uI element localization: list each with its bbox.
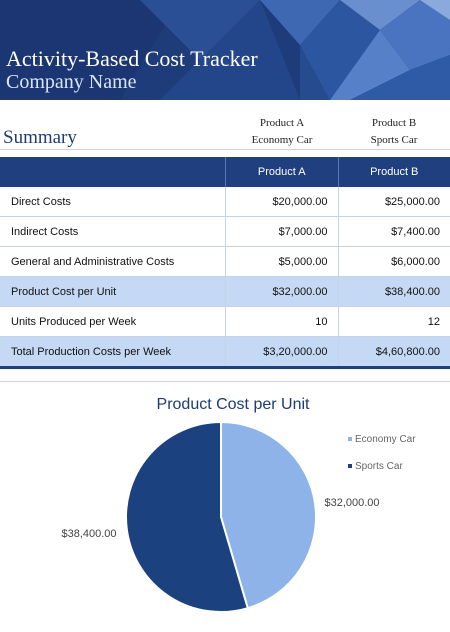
legend-entry: Economy Car: [355, 434, 416, 445]
row-label: Product Cost per Unit: [0, 276, 226, 307]
header-banner: Activity-Based Cost Tracker Company Name: [0, 0, 450, 100]
product-a-value: $32,000.00: [225, 276, 338, 307]
product-a-desc: Economy Car: [251, 134, 313, 146]
row-label: General and Administrative Costs: [0, 246, 226, 277]
table-row: General and Administrative Costs $5,000.…: [0, 246, 450, 277]
chart-divider: [0, 381, 450, 382]
product-b-value: $38,400.00: [337, 276, 450, 307]
table-row: Direct Costs $20,000.00 $25,000.00: [0, 187, 450, 217]
header-cell-product-b: Product B: [337, 157, 450, 187]
data-label: $32,000.00: [324, 497, 379, 509]
summary-heading: Summary: [3, 127, 77, 148]
legend-entry: Sports Car: [355, 461, 403, 472]
header-cell-label: [0, 157, 226, 187]
company-name: Company Name: [6, 71, 137, 93]
legend-swatch: [348, 437, 352, 441]
cost-table: Product A Product B Direct Costs $20,000…: [0, 157, 450, 369]
product-a-value: 10: [225, 306, 338, 337]
chart-title: Product Cost per Unit: [156, 396, 310, 413]
row-label: Indirect Costs: [0, 216, 226, 247]
product-b-name: Product B: [371, 117, 417, 129]
product-a-value: $7,000.00: [225, 216, 338, 247]
pie-slice-sports-car: [125, 420, 250, 613]
product-b-value: 12: [337, 306, 450, 337]
table-row: Units Produced per Week 10 12: [0, 306, 450, 337]
table-row: Indirect Costs $7,000.00 $7,400.00: [0, 216, 450, 247]
product-b-value: $25,000.00: [337, 187, 450, 217]
pie-slice-economy-car: [220, 420, 317, 610]
product-a-value: $3,20,000.00: [225, 336, 338, 369]
table-row-highlight: Product Cost per Unit $32,000.00 $38,400…: [0, 276, 450, 307]
row-label: Direct Costs: [0, 187, 226, 217]
table-header-row: Product A Product B: [0, 157, 450, 187]
summary-divider: [0, 149, 450, 150]
legend-swatch: [348, 464, 352, 468]
product-a-value: $20,000.00: [225, 187, 338, 217]
table-row-total: Total Production Costs per Week $3,20,00…: [0, 336, 450, 369]
pie-chart: $32,000.00 $38,400.00 Economy Car Sports C…: [61, 420, 416, 613]
product-b-value: $4,60,800.00: [337, 336, 450, 369]
product-b-value: $7,400.00: [337, 216, 450, 247]
product-b-desc: Sports Car: [370, 134, 418, 146]
row-label: Total Production Costs per Week: [0, 336, 226, 369]
product-a-name: Product A: [259, 117, 305, 129]
app-title: Activity-Based Cost Tracker: [6, 46, 258, 71]
product-b-value: $6,000.00: [337, 246, 450, 277]
product-a-value: $5,000.00: [225, 246, 338, 277]
banner-background: [0, 0, 450, 100]
header-cell-product-a: Product A: [225, 157, 338, 187]
row-label: Units Produced per Week: [0, 306, 226, 337]
data-label: $38,400.00: [61, 528, 116, 540]
